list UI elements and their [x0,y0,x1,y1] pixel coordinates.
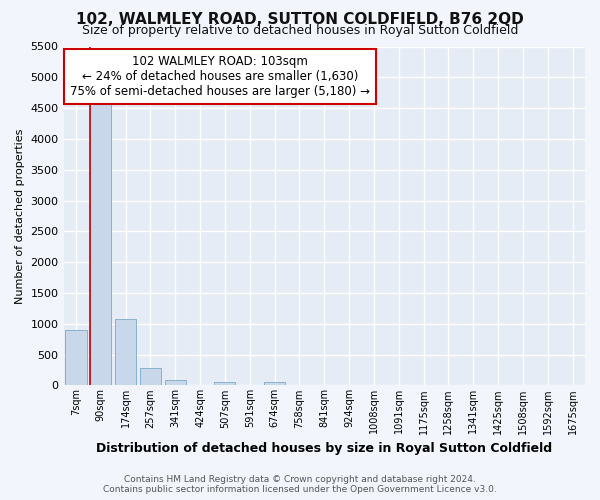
Bar [115,320,136,386]
Y-axis label: Number of detached properties: Number of detached properties [15,128,25,304]
Text: Size of property relative to detached houses in Royal Sutton Coldfield: Size of property relative to detached ho… [82,24,518,37]
Bar [65,330,86,386]
Text: Contains HM Land Registry data © Crown copyright and database right 2024.
Contai: Contains HM Land Registry data © Crown c… [103,474,497,494]
Bar [140,368,161,386]
Text: 102 WALMLEY ROAD: 103sqm
← 24% of detached houses are smaller (1,630)
75% of sem: 102 WALMLEY ROAD: 103sqm ← 24% of detach… [70,55,370,98]
Bar [165,380,186,386]
Bar [90,103,112,386]
X-axis label: Distribution of detached houses by size in Royal Sutton Coldfield: Distribution of detached houses by size … [96,442,553,455]
Bar [214,382,235,386]
Text: 102, WALMLEY ROAD, SUTTON COLDFIELD, B76 2QD: 102, WALMLEY ROAD, SUTTON COLDFIELD, B76… [76,12,524,28]
Bar [264,382,285,386]
